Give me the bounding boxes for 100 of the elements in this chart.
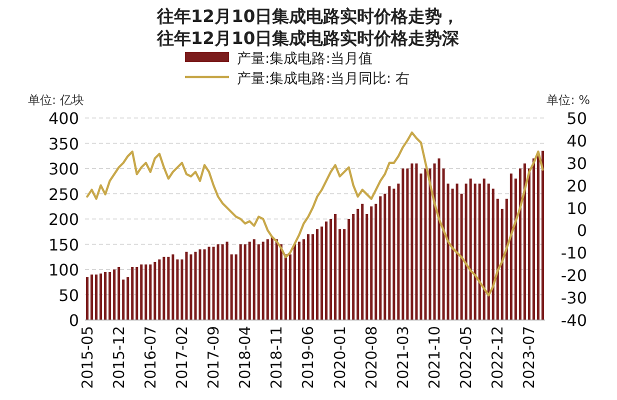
bar bbox=[158, 259, 161, 320]
y2-tick-label: -10 bbox=[560, 244, 587, 263]
bar bbox=[180, 259, 184, 320]
bar bbox=[108, 272, 112, 320]
bar bbox=[366, 214, 368, 320]
bar bbox=[100, 274, 102, 320]
bar bbox=[492, 188, 494, 320]
bar bbox=[113, 270, 116, 320]
bar bbox=[122, 280, 125, 320]
x-tick-label: 2015-05 bbox=[78, 326, 96, 389]
bar bbox=[162, 256, 166, 320]
x-tick-label: 2020-08 bbox=[362, 326, 380, 389]
x-tick-label: 2017-09 bbox=[204, 326, 223, 389]
bar bbox=[185, 252, 188, 320]
chart-title: 往年12月10日集成电路实时价格走势，往年12月10日集成电路实时价格走势深 bbox=[156, 7, 460, 49]
bar bbox=[348, 219, 350, 320]
bar bbox=[149, 264, 152, 320]
bar bbox=[415, 163, 418, 320]
line-series bbox=[86, 131, 544, 296]
bar bbox=[496, 198, 499, 320]
x-tick-label: 2019-06 bbox=[299, 326, 318, 389]
y-tick-label: 50 bbox=[58, 286, 79, 305]
y-axis-title: 单位: 亿块 bbox=[28, 93, 84, 107]
bar bbox=[352, 214, 355, 320]
bar bbox=[190, 254, 192, 320]
legend-label: 产量:集成电路:当月同比: 右 bbox=[237, 71, 410, 87]
bar bbox=[374, 204, 378, 320]
x-tick-label: 2016-07 bbox=[141, 326, 160, 389]
bar bbox=[464, 184, 468, 320]
bar bbox=[212, 246, 215, 320]
bar bbox=[356, 208, 360, 320]
bar bbox=[397, 184, 400, 320]
y2-tick-label: -20 bbox=[560, 266, 587, 286]
bar bbox=[306, 234, 310, 320]
bar bbox=[293, 244, 296, 320]
bar bbox=[221, 244, 224, 320]
bar bbox=[478, 184, 481, 320]
bar bbox=[379, 196, 382, 320]
y2-tick-label: 0 bbox=[576, 221, 587, 240]
y-tick-label: 200 bbox=[48, 210, 79, 229]
bar bbox=[460, 194, 463, 320]
bar bbox=[248, 242, 251, 320]
y2-axis-title: 单位: % bbox=[546, 93, 590, 107]
bar bbox=[90, 274, 94, 320]
bar bbox=[410, 163, 414, 320]
bar bbox=[298, 242, 300, 320]
bar bbox=[131, 266, 134, 320]
bar bbox=[234, 254, 238, 320]
x-tick-label: 2018-04 bbox=[236, 326, 254, 389]
y2-tick-label: -40 bbox=[560, 311, 587, 330]
y-tick-label: 300 bbox=[48, 160, 79, 178]
bar bbox=[402, 168, 404, 320]
bar bbox=[532, 158, 535, 320]
x-tick-label: 2015-12 bbox=[110, 326, 128, 389]
bar bbox=[226, 242, 228, 320]
bar bbox=[136, 266, 138, 320]
bar bbox=[126, 277, 130, 320]
x-tick-label: 2021-10 bbox=[426, 326, 444, 389]
bar bbox=[144, 264, 148, 320]
x-tick-label: 2018-11 bbox=[268, 326, 286, 389]
bar bbox=[244, 244, 246, 320]
bar bbox=[361, 204, 364, 320]
bar bbox=[280, 244, 282, 320]
bar bbox=[257, 244, 260, 320]
x-tick-label: 2022-12 bbox=[488, 326, 507, 389]
bar bbox=[442, 168, 445, 320]
bar bbox=[438, 158, 440, 320]
y2-tick-label: 20 bbox=[566, 176, 587, 196]
y2-tick-label: 30 bbox=[566, 154, 587, 173]
x-tick-label: 2021-03 bbox=[394, 326, 412, 389]
bar bbox=[514, 178, 517, 320]
x-tick-label: 2020-01 bbox=[330, 326, 349, 389]
x-tick-label: 2017-02 bbox=[172, 326, 191, 389]
bar bbox=[456, 184, 458, 320]
x-tick-label: 2022-05 bbox=[457, 326, 476, 389]
bar bbox=[275, 239, 278, 320]
bar bbox=[523, 163, 526, 320]
bar bbox=[370, 206, 373, 320]
bar bbox=[518, 168, 522, 320]
bar bbox=[334, 214, 337, 320]
legend-label: 产量:集成电路:当月值 bbox=[237, 51, 372, 67]
bar bbox=[446, 184, 450, 320]
bar bbox=[320, 226, 324, 320]
y-tick-label: 350 bbox=[48, 134, 79, 154]
bar bbox=[510, 174, 512, 320]
bar bbox=[343, 229, 346, 320]
bar bbox=[288, 254, 292, 320]
bar bbox=[451, 188, 454, 320]
bar bbox=[474, 184, 476, 320]
bar bbox=[406, 168, 409, 320]
bar bbox=[239, 244, 242, 320]
bar bbox=[154, 262, 156, 320]
bar bbox=[230, 254, 233, 320]
bar bbox=[420, 174, 422, 320]
bar bbox=[505, 198, 508, 320]
bar bbox=[140, 264, 143, 320]
bar bbox=[262, 242, 264, 320]
bar bbox=[500, 208, 504, 320]
x-tick-label: 2023-07 bbox=[520, 326, 538, 389]
bar bbox=[316, 229, 319, 320]
